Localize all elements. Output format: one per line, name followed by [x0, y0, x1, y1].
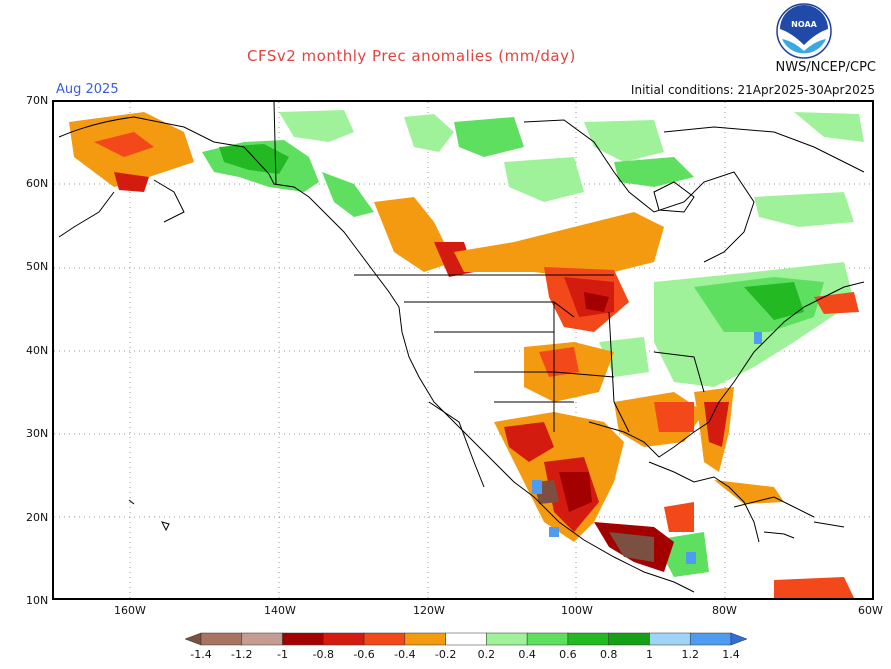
legend-swatch [185, 632, 202, 646]
legend-label: 0.6 [559, 648, 577, 661]
legend-swatch [730, 632, 747, 646]
dry-anomalies [69, 112, 859, 598]
coastlines [58, 102, 865, 593]
legend-label: 0.2 [477, 648, 496, 661]
islands [128, 181, 795, 539]
forecast-month: Aug 2025 [56, 82, 119, 97]
lat-label-50n: 50N [26, 260, 49, 273]
legend-label: -1.4 [190, 648, 212, 661]
wet-blue-spots [532, 332, 762, 564]
chart-title: CFSv2 monthly Prec anomalies (mm/day) [247, 47, 576, 65]
legend-swatch [608, 632, 650, 646]
map-panel [52, 100, 874, 600]
lat-label-40n: 40N [26, 344, 49, 357]
legend-label: -1.2 [231, 648, 253, 661]
legend-label: -0.4 [394, 648, 416, 661]
lat-label-60n: 60N [26, 177, 49, 190]
legend-label: -0.8 [312, 648, 335, 661]
legend-label: 1.2 [681, 648, 699, 661]
lat-label-30n: 30N [26, 427, 49, 440]
color-legend [185, 632, 747, 646]
legend-swatch [445, 632, 487, 646]
legend-swatches [185, 632, 747, 646]
legend-swatch [200, 632, 243, 646]
lon-label-140w: 140W [264, 604, 296, 617]
legend-label: 1 [645, 648, 653, 661]
lat-label-70n: 70N [26, 94, 49, 107]
legend-swatch [486, 632, 528, 646]
lat-label-10n: 10N [26, 594, 49, 607]
legend-label: -0.2 [434, 648, 457, 661]
wet-anomalies [202, 110, 864, 577]
lon-label-60w: 60W [858, 604, 883, 617]
legend-label: 0.8 [599, 648, 618, 661]
legend-swatch [323, 632, 365, 646]
legend-swatch [567, 632, 609, 646]
initial-conditions: Initial conditions: 21Apr2025-30Apr2025 [630, 83, 875, 97]
lon-label-160w: 160W [114, 604, 146, 617]
legend-swatch [363, 632, 406, 646]
legend-swatch [404, 632, 446, 646]
lat-label-20n: 20N [26, 511, 49, 524]
noaa-logo-text: NOAA [791, 20, 817, 29]
lon-label-100w: 100W [561, 604, 593, 617]
legend-swatch [282, 632, 324, 646]
legend-swatch [689, 632, 732, 646]
legend-label: -0.6 [353, 648, 375, 661]
map-canvas [54, 102, 872, 598]
legend-swatch [241, 632, 283, 646]
legend-label: 1.4 [722, 648, 740, 661]
legend-label: 0.4 [518, 648, 536, 661]
legend-label: -1 [277, 648, 289, 661]
lon-label-120w: 120W [413, 604, 445, 617]
legend-swatch [526, 632, 569, 646]
lon-label-80w: 80W [712, 604, 737, 617]
noaa-logo: NOAA [776, 3, 832, 59]
org-label: NWS/NCEP/CPC [775, 60, 876, 75]
legend-swatch [649, 632, 691, 646]
